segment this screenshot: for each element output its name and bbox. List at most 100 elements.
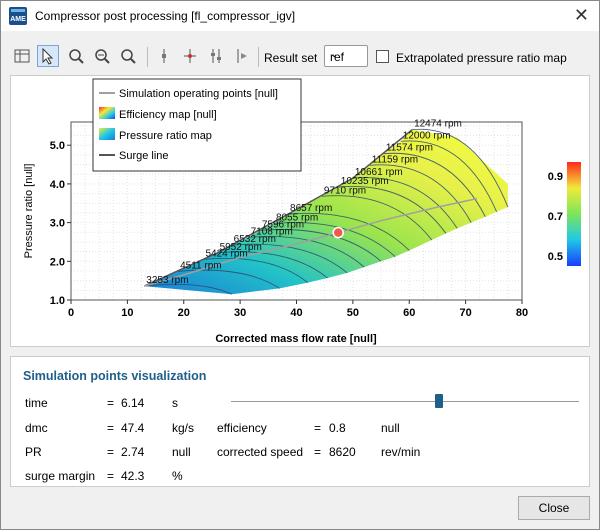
x-tick-label: 30 (234, 307, 246, 319)
toolbar: Result set ref ⌄ Extrapolated pressure r… (1, 41, 599, 73)
x-axis-label: Corrected mass flow rate [null] (215, 333, 377, 345)
speed-line (273, 222, 396, 257)
corrected-speed-unit: rev/min (381, 445, 421, 459)
speed-label: 12474 rpm (414, 119, 462, 130)
speed-label: 5424 rpm (205, 248, 247, 259)
colorbar-tick-label: 0.5 (548, 251, 563, 263)
dmc-label: dmc (25, 421, 48, 435)
speed-label: 11574 rpm (386, 143, 433, 154)
panel-title: Simulation points visualization (23, 369, 207, 383)
surge-margin-value: 42.3 (121, 469, 145, 483)
time-slider-handle[interactable] (435, 394, 443, 408)
legend-swatch-efficiency (99, 107, 115, 119)
speed-label: 10235 rpm (341, 176, 389, 187)
surge-margin-unit: % (172, 469, 183, 483)
legend-label: Simulation operating points [null] (119, 88, 278, 100)
speed-line (178, 269, 280, 289)
operating-line (144, 197, 478, 287)
corrected-speed-label: corrected speed (217, 445, 304, 459)
surge-margin-label: surge margin (25, 469, 96, 483)
time-value: 6.14 (121, 396, 145, 410)
legend-label: Pressure ratio map (119, 130, 212, 142)
zoom-out-icon[interactable] (91, 45, 113, 67)
time-slider-track[interactable] (231, 401, 579, 402)
corrected-speed-value: 8620 (329, 445, 356, 459)
speed-label: 8657 rpm (290, 203, 332, 214)
legend-swatch-pressure (99, 128, 115, 140)
close-icon[interactable]: ✕ (573, 5, 589, 25)
pointer-icon[interactable] (37, 45, 59, 67)
table-icon[interactable] (11, 45, 33, 67)
pr-unit: null (172, 445, 191, 459)
compressor-map-chart[interactable]: 0 10 20 30 40 50 60 70 80 1.0 2.0 3.0 4.0 5.0 3253 rp… (11, 76, 589, 346)
efficiency-value: 0.8 (329, 421, 346, 435)
colorbar-tick-label: 0.9 (548, 171, 563, 183)
adjust-icon[interactable] (205, 45, 227, 67)
x-tick-label: 40 (290, 307, 302, 319)
next-point-icon[interactable] (231, 45, 253, 67)
speed-line (352, 177, 458, 229)
efficiency-unit: null (381, 421, 400, 435)
result-set-label: Result set (264, 51, 318, 65)
pr-label: PR (25, 445, 42, 459)
speed-line (203, 257, 309, 283)
dmc-value: 47.4 (121, 421, 145, 435)
chevron-down-icon: ⌄ (330, 49, 339, 60)
window-title: Compressor post processing [fl_compresso… (35, 9, 296, 23)
surge-margin-eq: = (107, 469, 115, 483)
speed-label: 4511 rpm (180, 260, 222, 271)
efficiency-label: efficiency (217, 421, 267, 435)
speed-label: 11159 rpm (372, 154, 418, 165)
y-tick-label: 5.0 (50, 140, 65, 152)
crosshair-icon[interactable] (179, 45, 201, 67)
x-tick-label: 60 (403, 307, 415, 319)
extrapolated-label: Extrapolated pressure ratio map (396, 51, 567, 65)
speed-line (144, 283, 232, 295)
surge-line (143, 129, 413, 287)
pressure-ratio-map (143, 128, 509, 295)
x-tick-label: 10 (121, 307, 133, 319)
x-tick-label: 70 (460, 307, 472, 319)
speed-label: 8055 rpm (276, 212, 318, 223)
speed-line (400, 140, 498, 212)
speed-line (369, 164, 472, 223)
result-set-select[interactable]: ref ⌄ (324, 45, 368, 67)
extrapolated-checkbox[interactable] (376, 50, 389, 63)
result-set-value: ref (330, 50, 345, 64)
map-region (144, 129, 508, 295)
pr-eq: = (107, 445, 115, 459)
close-button[interactable]: Close (518, 496, 590, 520)
speed-label: 7596 rpm (262, 219, 304, 230)
y-tick-label: 1.0 (50, 295, 65, 307)
dmc-unit: kg/s (172, 421, 195, 435)
vertical-line-icon[interactable] (153, 45, 175, 67)
pr-value: 2.74 (121, 445, 145, 459)
colorbar-gradient (567, 162, 581, 266)
simulation-panel: Simulation points visualization time = 6… (10, 356, 590, 487)
plot-area: 0 10 20 30 40 50 60 70 80 1.0 2.0 3.0 4.0 5.0 3253 rp… (10, 75, 590, 347)
speed-label: 9710 rpm (324, 185, 366, 196)
speed-label: 6532 rpm (234, 234, 276, 245)
zoom-rect-icon[interactable] (65, 45, 87, 67)
legend-label: Efficiency map [null] (119, 109, 217, 121)
toolbar-separator (258, 47, 259, 67)
y-tick-label: 3.0 (50, 218, 65, 230)
speed-label: 12000 rpm (403, 130, 451, 141)
toolbar-separator (147, 47, 148, 67)
zoom-fit-icon[interactable] (117, 45, 139, 67)
x-tick-label: 80 (516, 307, 528, 319)
speed-line (338, 185, 447, 234)
colorbar-tick-label: 0.7 (548, 211, 563, 223)
legend: Simulation operating points [null] Effic… (92, 78, 302, 172)
speed-label: 5952 rpm (220, 242, 262, 253)
speed-line (288, 212, 410, 251)
speed-line (248, 236, 365, 268)
speed-line (321, 195, 433, 241)
x-tick-label: 0 (68, 307, 74, 319)
current-operating-point (332, 226, 344, 239)
title-bar: AME Compressor post processing [fl_compr… (1, 1, 599, 31)
speed-line (231, 243, 348, 274)
speed-label: 7108 rpm (251, 226, 293, 237)
